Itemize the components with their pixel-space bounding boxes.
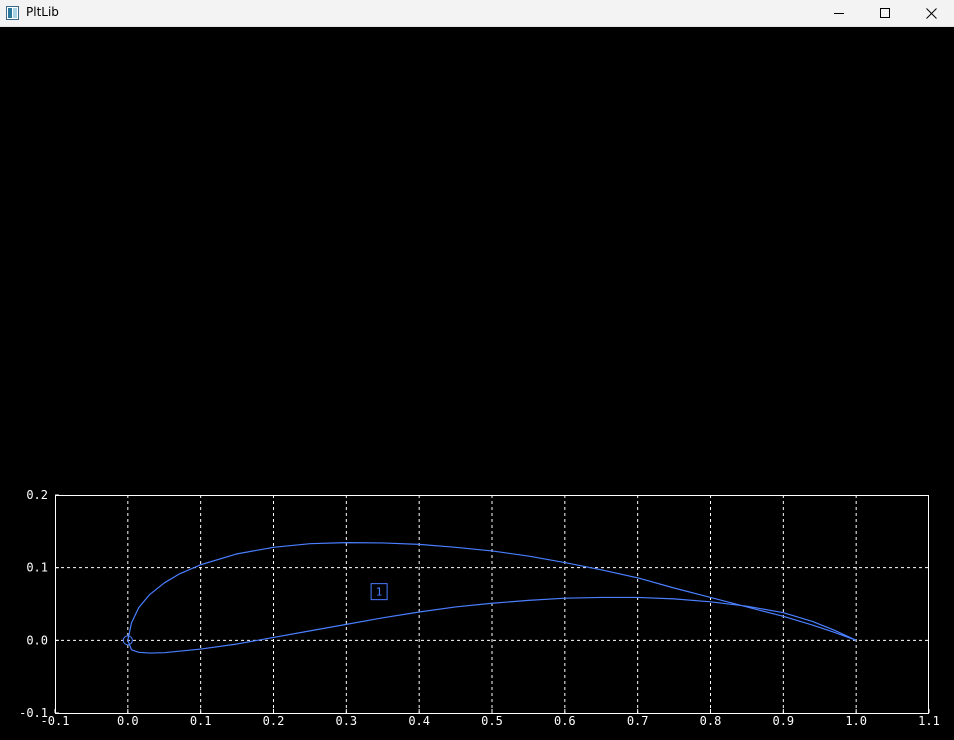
minimize-button[interactable] bbox=[816, 0, 862, 26]
x-tick-label: 0.6 bbox=[554, 714, 576, 728]
x-tick-label: -0.1 bbox=[41, 714, 70, 728]
annotation-label: 1 bbox=[376, 586, 383, 599]
x-tick-label: 1.1 bbox=[918, 714, 940, 728]
annotation-box[interactable] bbox=[370, 583, 388, 601]
axes-frame bbox=[55, 495, 929, 714]
close-button[interactable] bbox=[908, 0, 954, 26]
x-tick-label: 0.4 bbox=[408, 714, 430, 728]
window-titlebar: PltLib bbox=[0, 0, 954, 27]
y-tick-label: -0.1 bbox=[19, 706, 48, 720]
y-tick-label: 0.0 bbox=[26, 633, 48, 647]
plot-canvas[interactable]: -0.1 0.0 0.1 0.2 0.3 0.4 0.5 0.6 0.7 0.8 0.9 1.0 1.1… bbox=[0, 27, 954, 740]
airfoil-chart: -0.1 0.0 0.1 0.2 0.3 0.4 0.5 0.6 0.7 0.8 0.9 1.0 1.1… bbox=[19, 488, 940, 728]
plot-window-icon bbox=[6, 6, 19, 20]
window-title: PltLib bbox=[26, 5, 59, 19]
close-icon bbox=[925, 7, 937, 19]
minimize-icon bbox=[834, 13, 844, 14]
x-tick-label: 1.0 bbox=[845, 714, 867, 728]
x-tick-label: 0.7 bbox=[627, 714, 649, 728]
x-tick-label: 0.5 bbox=[481, 714, 503, 728]
airfoil-curve bbox=[127, 541, 857, 654]
x-tick-label: 0.2 bbox=[263, 714, 285, 728]
x-tick-label: 0.0 bbox=[117, 714, 139, 728]
maximize-button[interactable] bbox=[862, 0, 908, 26]
y-tick-label: 0.2 bbox=[26, 488, 48, 502]
x-tick-label: 0.3 bbox=[335, 714, 357, 728]
x-tick-label: 0.9 bbox=[772, 714, 794, 728]
x-tick-label: 0.8 bbox=[700, 714, 722, 728]
y-tick-label: 0.1 bbox=[26, 561, 48, 575]
maximize-icon bbox=[880, 8, 890, 18]
x-tick-label: 0.1 bbox=[190, 714, 212, 728]
leading-edge-marker[interactable] bbox=[122, 635, 133, 646]
